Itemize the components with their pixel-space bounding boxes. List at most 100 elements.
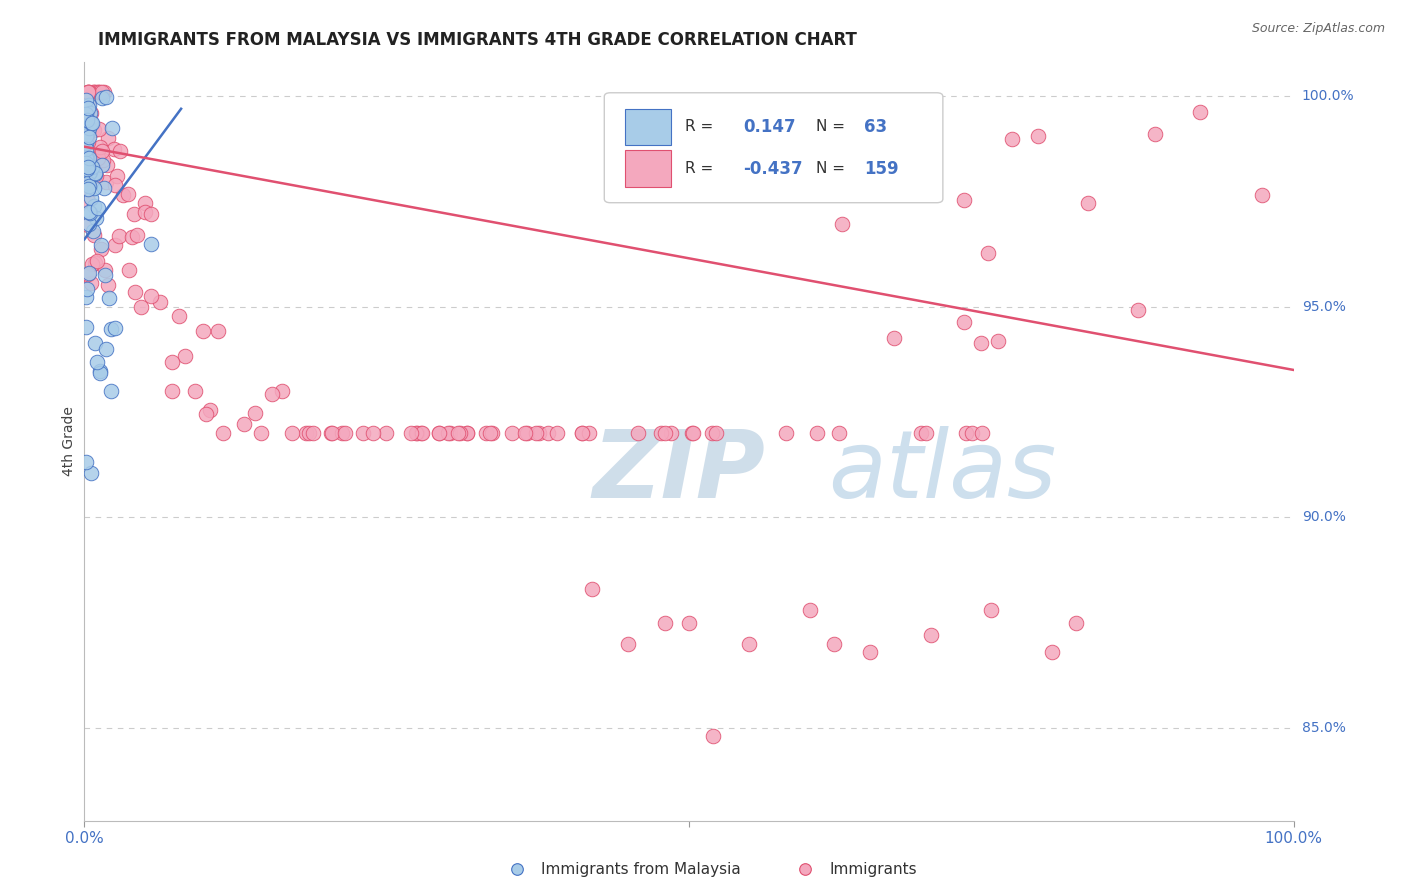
- FancyBboxPatch shape: [605, 93, 943, 202]
- Point: [124, 285, 146, 300]
- Point: [823, 637, 845, 651]
- Point: [1143, 127, 1166, 141]
- Point: [184, 384, 207, 398]
- Point: [87, 85, 110, 99]
- Point: [117, 187, 139, 202]
- Point: [76, 282, 98, 296]
- Point: [330, 426, 353, 441]
- Text: ZIP: ZIP: [592, 425, 765, 518]
- Point: [77, 151, 100, 165]
- Point: [799, 603, 821, 617]
- Point: [977, 246, 1000, 260]
- Point: [84, 256, 107, 270]
- Point: [96, 158, 118, 172]
- Point: [76, 176, 98, 190]
- Point: [79, 164, 101, 178]
- Point: [399, 426, 422, 441]
- Point: [149, 294, 172, 309]
- Point: [449, 426, 471, 441]
- Point: [90, 91, 112, 105]
- Point: [827, 109, 849, 123]
- Text: 63: 63: [865, 118, 887, 136]
- Point: [581, 582, 603, 596]
- Point: [77, 120, 100, 135]
- Point: [110, 145, 132, 159]
- Point: [775, 426, 797, 441]
- Text: IMMIGRANTS FROM MALAYSIA VS IMMIGRANTS 4TH GRADE CORRELATION CHART: IMMIGRANTS FROM MALAYSIA VS IMMIGRANTS 4…: [98, 31, 858, 49]
- Point: [1126, 302, 1149, 317]
- Point: [80, 276, 103, 290]
- Point: [859, 645, 882, 659]
- Point: [571, 426, 593, 441]
- Point: [546, 426, 568, 441]
- Point: [75, 319, 97, 334]
- Point: [294, 426, 316, 441]
- Point: [77, 266, 100, 280]
- Point: [738, 637, 761, 651]
- Point: [111, 187, 134, 202]
- Point: [627, 426, 650, 441]
- Point: [100, 321, 122, 335]
- Point: [75, 290, 97, 304]
- Point: [104, 238, 127, 252]
- Point: [101, 120, 124, 135]
- Point: [75, 107, 97, 121]
- Point: [447, 426, 470, 441]
- Point: [191, 325, 214, 339]
- Point: [83, 335, 105, 350]
- Point: [80, 106, 103, 120]
- Point: [207, 324, 229, 338]
- Point: [321, 426, 343, 441]
- Point: [89, 139, 111, 153]
- Point: [75, 124, 97, 138]
- Point: [83, 227, 105, 242]
- Point: [361, 426, 384, 441]
- Point: [86, 201, 108, 215]
- Point: [86, 169, 108, 183]
- Point: [987, 334, 1010, 348]
- Point: [1040, 645, 1063, 659]
- Point: [90, 238, 112, 252]
- Point: [77, 98, 100, 112]
- Point: [90, 242, 112, 256]
- Point: [77, 85, 100, 99]
- Point: [77, 161, 100, 176]
- Point: [475, 426, 498, 441]
- Point: [89, 85, 111, 99]
- Point: [405, 426, 427, 441]
- Point: [93, 181, 115, 195]
- Point: [456, 426, 478, 441]
- Point: [103, 142, 125, 156]
- Point: [456, 426, 478, 441]
- Point: [94, 342, 117, 356]
- Text: -0.437: -0.437: [744, 160, 803, 178]
- Point: [915, 426, 938, 441]
- Point: [374, 426, 396, 441]
- Point: [75, 136, 97, 150]
- Point: [883, 331, 905, 345]
- Point: [439, 426, 461, 441]
- Point: [212, 426, 235, 441]
- Point: [333, 426, 356, 441]
- Point: [82, 160, 104, 174]
- Point: [141, 289, 163, 303]
- Point: [970, 336, 993, 351]
- Text: N =: N =: [815, 120, 845, 135]
- Point: [77, 135, 100, 149]
- Point: [77, 217, 100, 231]
- Point: [83, 85, 105, 99]
- Point: [118, 263, 141, 277]
- Point: [87, 85, 110, 99]
- Point: [82, 224, 104, 238]
- Point: [104, 178, 127, 192]
- Text: Immigrants from Malaysia: Immigrants from Malaysia: [541, 863, 741, 877]
- Point: [481, 426, 503, 441]
- Point: [94, 175, 117, 189]
- Point: [84, 166, 107, 180]
- Text: N =: N =: [815, 161, 845, 176]
- Point: [513, 426, 536, 441]
- Point: [75, 128, 97, 143]
- Point: [76, 101, 98, 115]
- Point: [141, 207, 163, 221]
- Point: [411, 426, 433, 441]
